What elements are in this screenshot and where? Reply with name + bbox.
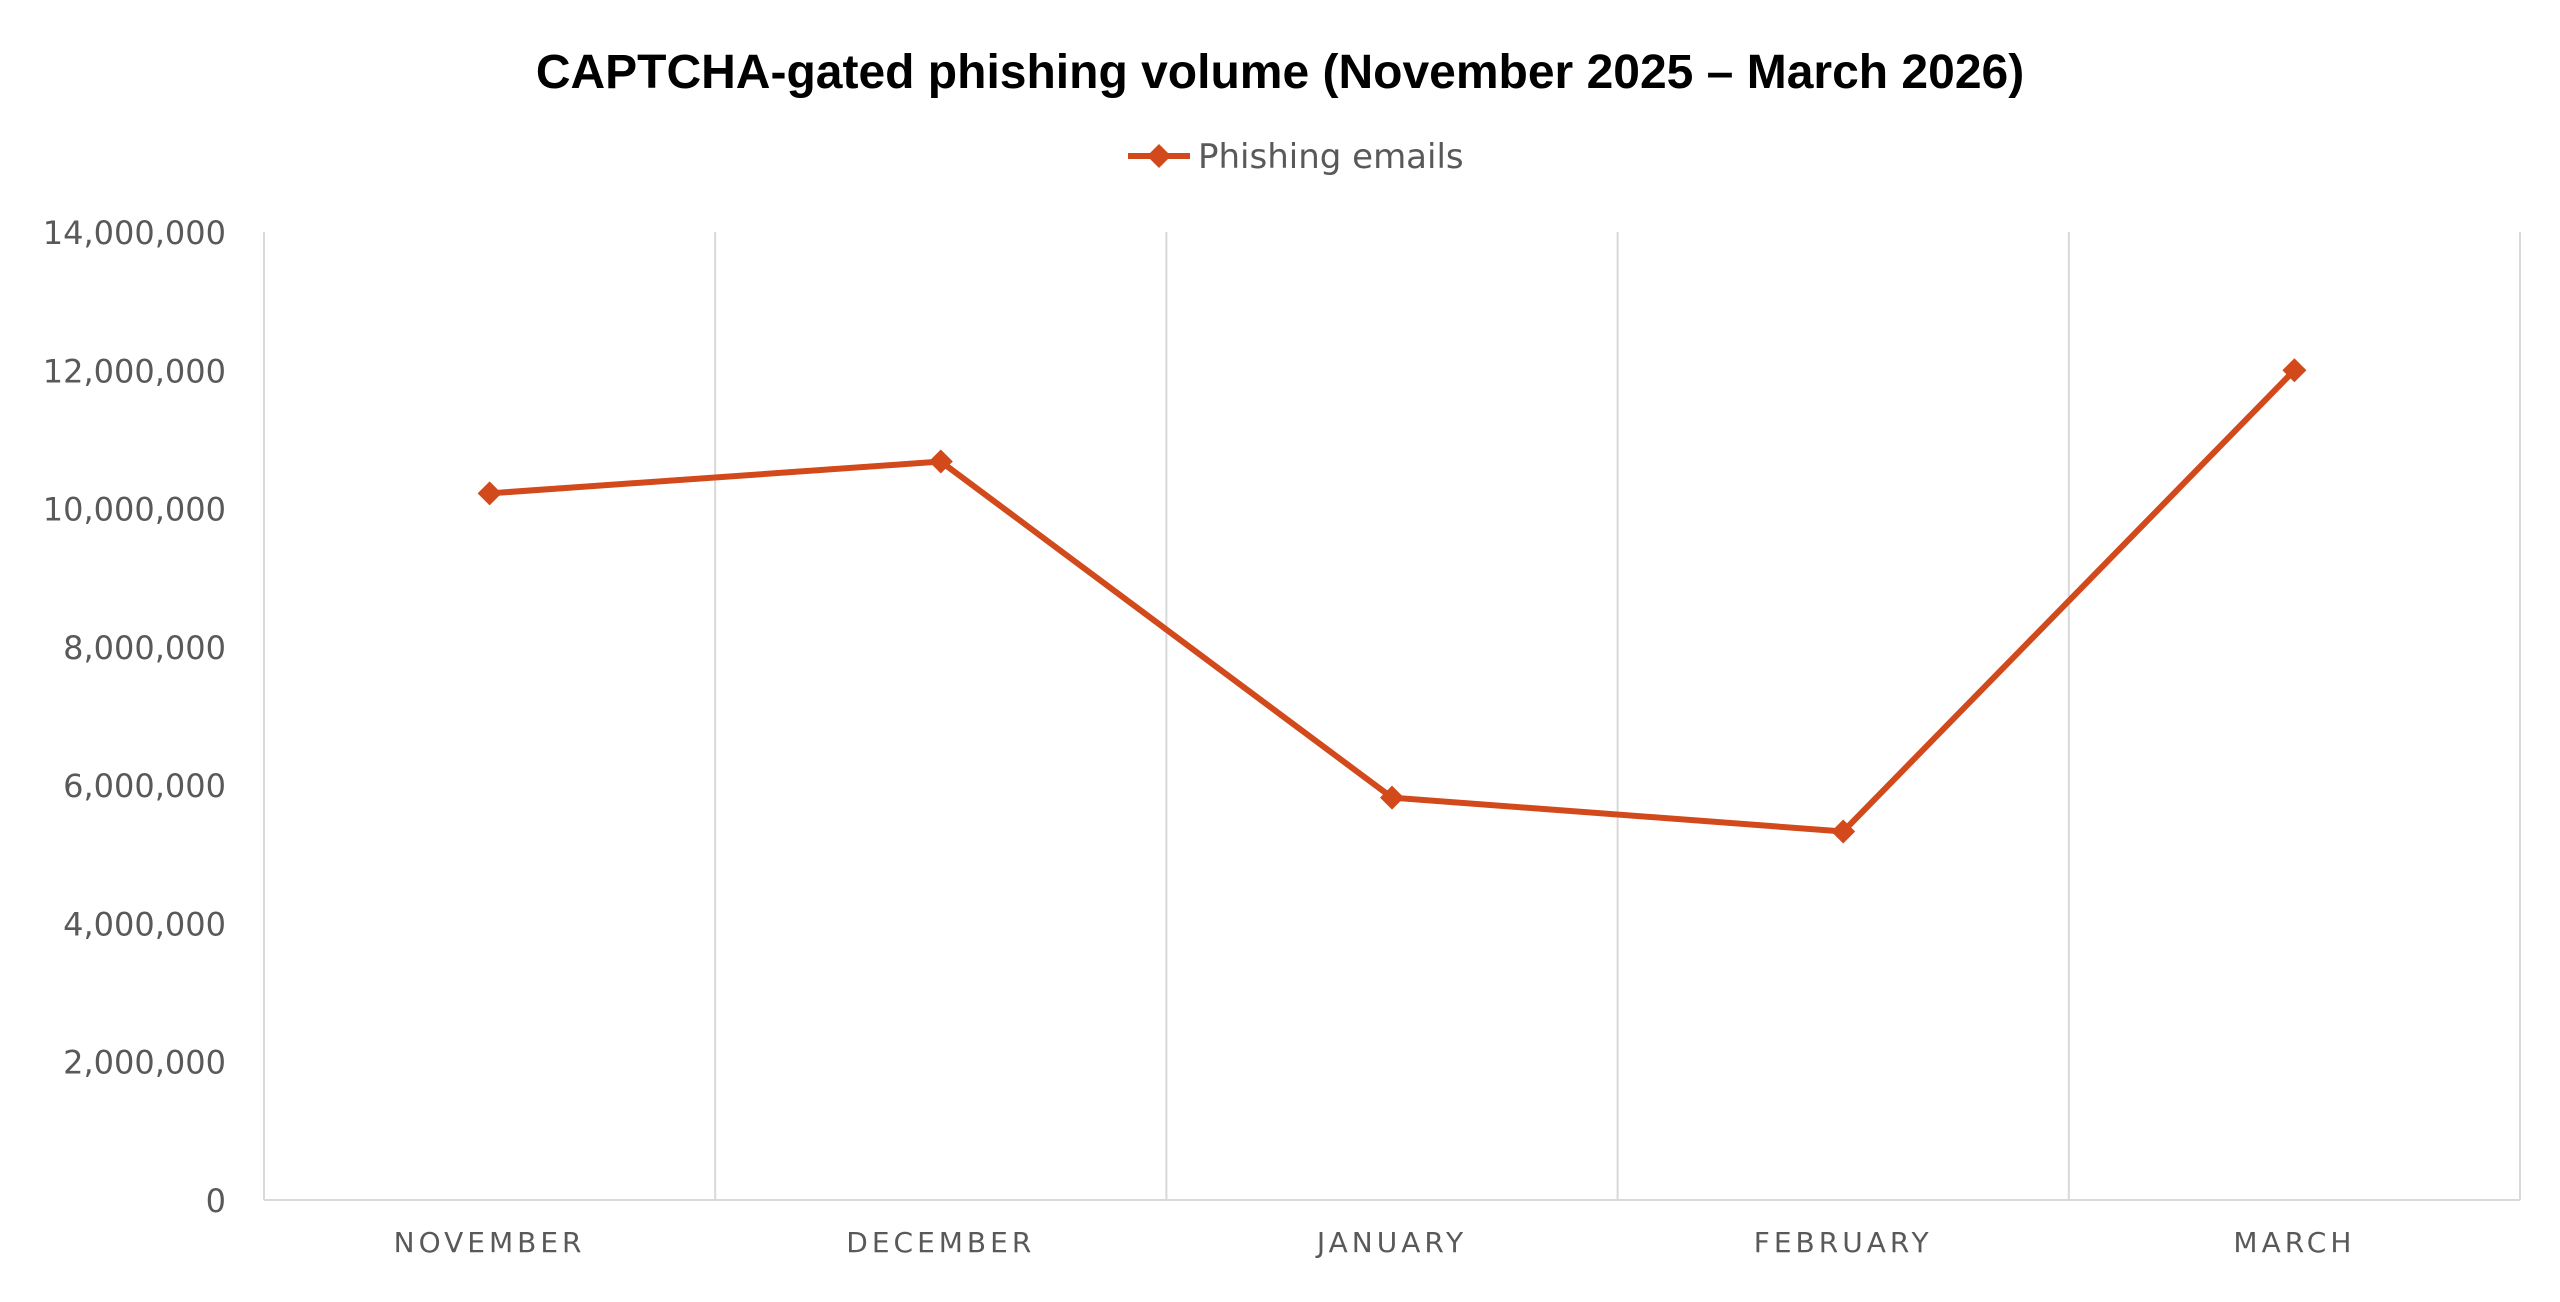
y-tick-label: 4,000,000: [63, 905, 226, 943]
data-point-marker: [928, 449, 953, 474]
x-axis-tick-labels: NOVEMBER DECEMBER JANUARY FEBRUARY MARCH: [394, 1226, 2355, 1259]
y-tick-label: 0: [206, 1182, 226, 1220]
y-tick-label: 2,000,000: [63, 1044, 226, 1082]
y-tick-label: 14,000,000: [43, 214, 226, 252]
y-tick-label: 6,000,000: [63, 767, 226, 805]
data-point-marker: [1380, 785, 1404, 810]
y-tick-label: 12,000,000: [43, 352, 226, 390]
series-phishing-emails: [477, 358, 2307, 844]
data-point-marker: [2282, 358, 2307, 383]
legend-label: Phishing emails: [1198, 137, 1464, 177]
x-tick-label: MARCH: [2233, 1226, 2355, 1259]
x-tick-label: NOVEMBER: [394, 1226, 586, 1259]
y-axis-tick-labels: 0 2,000,000 4,000,000 6,000,000 8,000,000 10,…: [43, 214, 226, 1220]
legend: Phishing emails: [1128, 137, 1464, 177]
data-point-marker: [477, 481, 502, 506]
x-tick-label: DECEMBER: [846, 1226, 1035, 1259]
x-tick-label: FEBRUARY: [1754, 1226, 1933, 1259]
legend-diamond-marker: [1147, 144, 1171, 168]
data-point-marker: [1831, 819, 1856, 844]
x-tick-label: JANUARY: [1315, 1226, 1467, 1259]
y-tick-label: 8,000,000: [63, 629, 226, 667]
y-tick-label: 10,000,000: [43, 491, 226, 529]
series-line: [489, 368, 2297, 835]
chart-title: CAPTCHA-gated phishing volume (November …: [536, 46, 2024, 99]
gridlines: [263, 232, 2521, 1200]
